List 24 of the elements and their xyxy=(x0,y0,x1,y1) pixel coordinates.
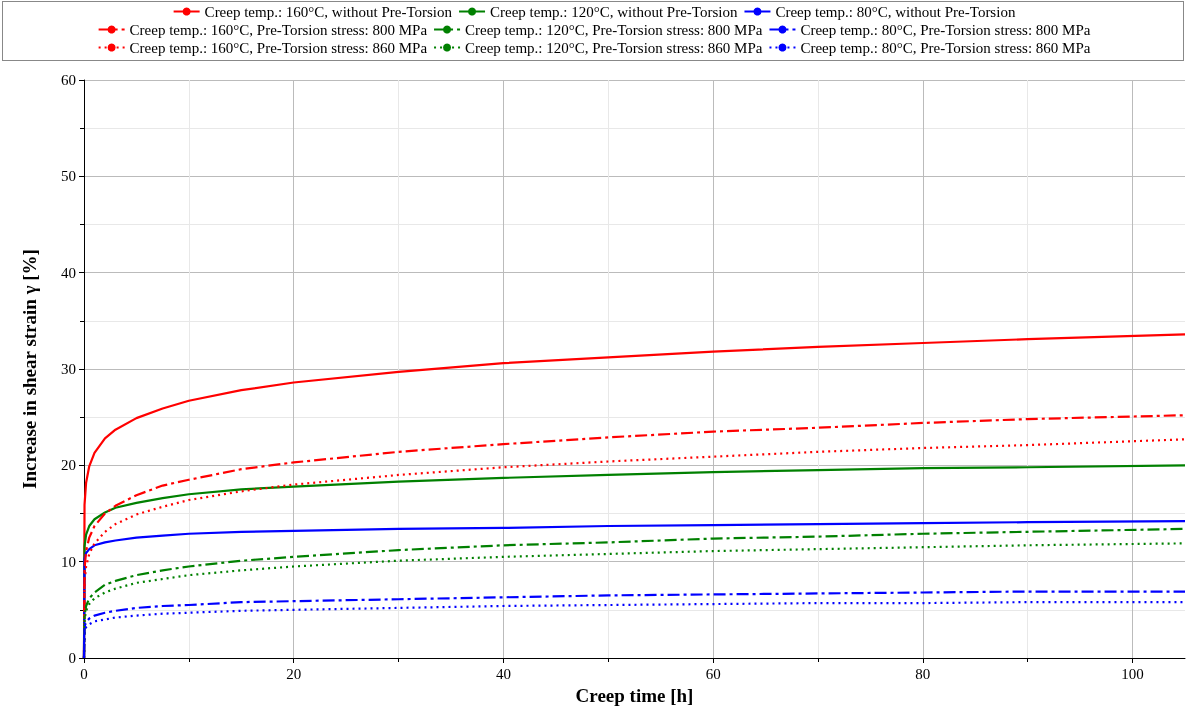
x-tick-label: 20 xyxy=(286,665,302,682)
y-tick-label: 40 xyxy=(61,264,76,281)
x-tick-label: 0 xyxy=(80,665,88,682)
legend-label: Creep temp.: 80°C, without Pre-Torsion xyxy=(775,3,1016,20)
legend-label: Creep temp.: 120°C, without Pre-Torsion xyxy=(490,3,738,20)
y-tick-label: 0 xyxy=(68,650,76,666)
x-tick-label: 60 xyxy=(705,665,721,682)
x-axis-title: Creep time [h] xyxy=(575,685,694,706)
y-tick-label: 50 xyxy=(61,168,76,185)
legend-label: Creep temp.: 160°C, Pre-Torsion stress: 800 MPa xyxy=(129,21,428,38)
legend-label: Creep temp.: 120°C, Pre-Torsion stress: 800 MPa xyxy=(465,21,763,38)
x-tick-label: 40 xyxy=(495,665,511,682)
y-tick-label: 20 xyxy=(61,457,76,474)
legend-label: Creep temp.: 160°C, without Pre-Torsion xyxy=(204,3,453,20)
y-tick-label: 30 xyxy=(61,361,76,377)
x-tick-label: 80 xyxy=(915,665,931,682)
y-tick-label: 60 xyxy=(61,72,76,88)
y-axis-title: Increase in shear strain γ [%] xyxy=(19,249,40,489)
legend-label: Creep temp.: 80°C, Pre-Torsion stress: 800 MPa xyxy=(800,21,1091,38)
legend-label: Creep temp.: 80°C, Pre-Torsion stress: 860 MPa xyxy=(800,39,1091,56)
x-tick-label: 100 xyxy=(1121,665,1144,682)
y-tick-label: 10 xyxy=(61,553,76,570)
legend-label: Creep temp.: 120°C, Pre-Torsion stress: 860 MPa xyxy=(465,39,763,56)
legend-label: Creep temp.: 160°C, Pre-Torsion stress: 860 MPa xyxy=(129,39,428,56)
